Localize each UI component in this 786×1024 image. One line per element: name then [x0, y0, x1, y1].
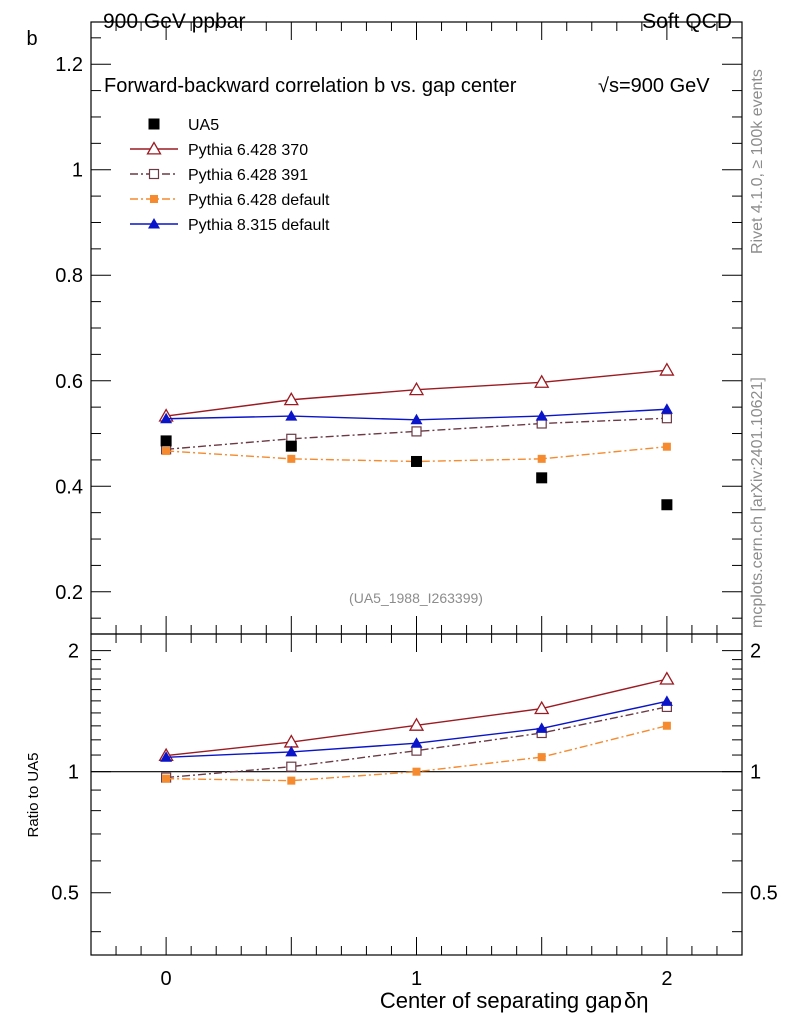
ratio-point-pythia-6-428-default: [162, 774, 171, 783]
legend-label-pythia-6-428-default: Pythia 6.428 default: [188, 192, 330, 209]
ratio-tick-label: 1: [68, 762, 79, 784]
main-panel: 0.2 0.4 0.6 0.8 1 1.2: [55, 21, 743, 635]
data-point-pythia-6-428-370: [534, 374, 550, 388]
data-point-pythia-8-315-default: [410, 413, 423, 425]
data-point-pythia-6-428-default: [162, 446, 171, 455]
ratio-panel: 0 1 2 0.5 0.5 1 1 2 2: [51, 633, 778, 990]
ratio-tick-label-right: 0.5: [750, 883, 778, 905]
ratio-tick-label-right: 1: [750, 762, 761, 784]
y-tick-label: 1: [72, 160, 83, 182]
data-point-pythia-6-428-default: [537, 454, 546, 463]
y-tick-label: 0.2: [55, 582, 83, 604]
data-point-pythia-6-428-391: [661, 413, 672, 424]
ratio-point-pythia-6-428-default: [287, 776, 296, 785]
legend-marker-pythia-6-428-391: [148, 168, 160, 180]
ratio-tick-label: 0.5: [51, 883, 79, 905]
ratio-tick-label-right: 2: [750, 641, 761, 663]
legend-marker-ua5: [148, 118, 160, 130]
ratio-point-pythia-6-428-370: [534, 700, 550, 715]
ratio-point-pythia-8-315-default: [285, 745, 298, 757]
data-point-pythia-8-315-default: [535, 410, 548, 421]
data-point-ua5: [285, 440, 297, 452]
chart-title: Forward-backward correlation b vs. gap c…: [104, 75, 517, 97]
x-tick-label: 2: [661, 968, 672, 990]
legend-marker-pythia-8-315-default: [148, 218, 160, 229]
x-axis-label-symbol: δη: [624, 988, 648, 1013]
data-point-ua5: [160, 435, 172, 447]
ratio-point-pythia-6-428-391: [286, 761, 297, 772]
legend-marker-pythia-6-428-default: [150, 195, 158, 203]
legend-marker-pythia-6-428-370: [146, 141, 162, 155]
y-tick-label: 1.2: [55, 54, 83, 76]
ratio-point-pythia-6-428-370: [659, 671, 675, 685]
data-point-ua5: [536, 472, 548, 484]
data-point-pythia-6-428-default: [287, 454, 296, 463]
rivet-label: Rivet 4.1.0, ≥ 100k events: [749, 69, 766, 254]
data-point-pythia-6-428-370: [659, 362, 675, 376]
reference-label: (UA5_1988_I263399): [349, 590, 483, 606]
ratio-frame: [90, 633, 743, 956]
x-tick-label: 1: [411, 968, 422, 990]
legend-label-pythia-8-315-default: Pythia 8.315 default: [188, 217, 330, 234]
series-line-pythia-6-428-default: [166, 446, 667, 463]
legend: UA5 Pythia 6.428 370 Pythia 6.428 391 Pythi…: [130, 117, 330, 234]
y-tick-label: 0.4: [55, 476, 83, 498]
ratio-point-pythia-6-428-default: [662, 721, 671, 730]
ratio-point-pythia-8-315-default: [660, 695, 673, 706]
data-point-ua5: [411, 455, 422, 467]
data-point-pythia-8-315-default: [660, 403, 673, 414]
data-point-pythia-6-428-370: [283, 391, 299, 406]
x-axis-label: Center of separating gap: [380, 988, 622, 1013]
y-tick-label: 0.6: [55, 371, 83, 393]
ratio-point-pythia-8-315-default: [535, 722, 548, 733]
legend-label-pythia-6-428-391: Pythia 6.428 391: [188, 167, 308, 184]
legend-label-pythia-6-428-370: Pythia 6.428 370: [188, 142, 308, 159]
data-point-pythia-6-428-370: [408, 381, 425, 396]
mcplots-label: mcplots.cern.ch [arXiv:2401.10621]: [749, 377, 766, 628]
data-point-pythia-8-315-default: [285, 410, 298, 421]
main-frame: [90, 21, 743, 635]
main-ylabel: b: [26, 28, 37, 50]
ratio-point-pythia-6-428-default: [537, 753, 546, 762]
y-tick-label: 0.8: [55, 265, 83, 287]
data-point-pythia-8-315-default: [160, 412, 173, 424]
ratio-line-pythia-6-428-default: [166, 725, 668, 782]
ratio-point-pythia-6-428-370: [408, 717, 425, 731]
ratio-point-pythia-8-315-default: [410, 737, 423, 748]
ratio-point-pythia-6-428-default: [412, 767, 421, 776]
legend-label-ua5: UA5: [188, 117, 219, 134]
chart-title-energy: √s=900 GeV: [598, 75, 710, 97]
x-tick-label: 0: [161, 968, 172, 990]
ratio-tick-label: 2: [68, 641, 79, 663]
data-point-ua5: [661, 499, 673, 511]
data-point-pythia-6-428-391: [411, 426, 422, 437]
ratio-point-pythia-8-315-default: [160, 751, 173, 762]
data-point-pythia-6-428-default: [662, 442, 671, 451]
ratio-ylabel: Ratio to UA5: [25, 752, 42, 837]
